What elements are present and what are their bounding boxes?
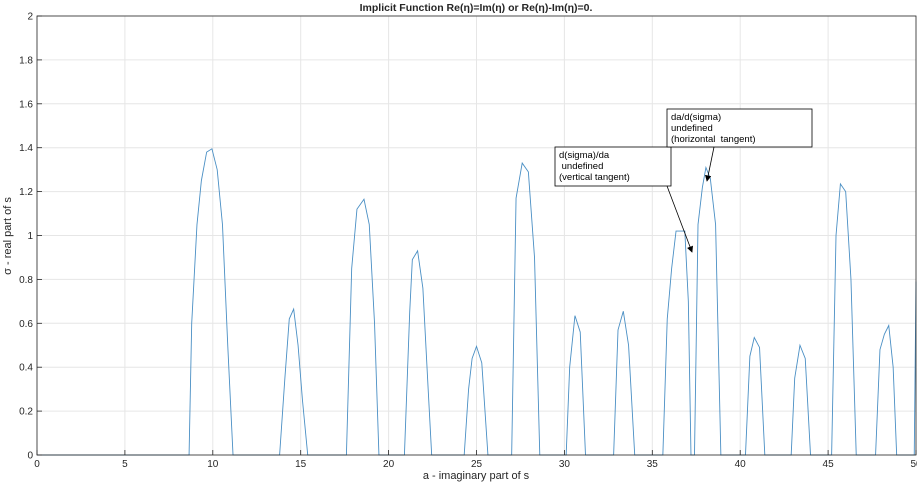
- x-tick-label: 0: [34, 459, 40, 470]
- y-tick-label: 2: [27, 12, 33, 23]
- y-tick-label: 1.8: [19, 55, 33, 66]
- x-tick-label: 10: [207, 459, 219, 470]
- y-tick-label: 0.2: [19, 407, 33, 418]
- annotation-text: (horizontal tangent): [671, 134, 756, 145]
- annotation-text: d(sigma)/da: [559, 150, 610, 161]
- data-line: [37, 148, 917, 456]
- y-axis-label: σ - real part of s: [2, 197, 14, 275]
- x-tick-label: 45: [823, 459, 835, 470]
- chart-title: Implicit Function Re(η)=Im(η) or Re(η)-I…: [360, 2, 593, 14]
- x-tick-label: 30: [559, 459, 571, 470]
- y-tick-label: 1.4: [19, 143, 33, 154]
- annotation-arrow: [704, 146, 715, 182]
- annotation-text: da/d(sigma): [671, 112, 721, 123]
- x-axis-label: a - imaginary part of s: [423, 470, 530, 482]
- x-tick-label: 35: [647, 459, 659, 470]
- y-tick-label: 1: [27, 231, 33, 242]
- y-tick-label: 0.6: [19, 319, 33, 330]
- annotation-box: [666, 108, 813, 148]
- x-tick-label: 15: [295, 459, 307, 470]
- y-tick-label: 0.4: [19, 363, 33, 374]
- annotation-box: [554, 146, 672, 187]
- x-tick-label: 50: [910, 459, 917, 470]
- y-tick-label: 0.8: [19, 275, 33, 286]
- y-tick-label: 0: [27, 451, 33, 462]
- y-tick-label: 1.2: [19, 187, 33, 198]
- annotation-arrow: [666, 185, 694, 253]
- x-tick-label: 25: [471, 459, 483, 470]
- x-tick-label: 5: [122, 459, 128, 470]
- y-tick-label: 1.6: [19, 99, 33, 110]
- annotation-text: (vertical tangent): [559, 172, 630, 183]
- annotation-text: undefined: [671, 123, 713, 134]
- annotation-text: undefined: [559, 161, 603, 172]
- x-tick-label: 40: [735, 459, 747, 470]
- x-tick-label: 20: [383, 459, 395, 470]
